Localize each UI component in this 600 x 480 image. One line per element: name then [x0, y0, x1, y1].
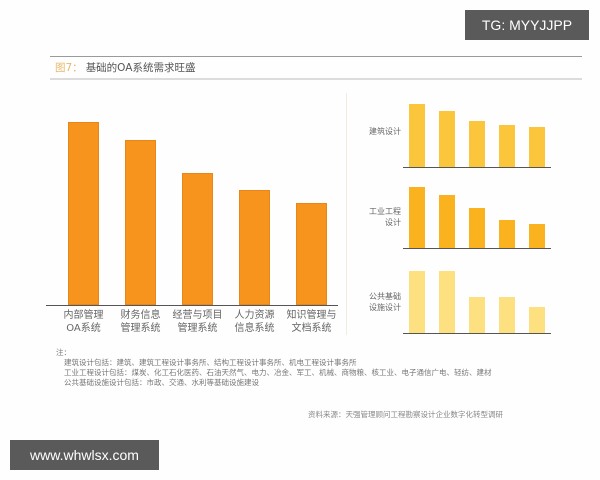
category-label: 知识管理与 文档系统 [282, 309, 342, 335]
panel-bar [529, 224, 545, 248]
panel-label-line: 公共基础 [369, 292, 401, 301]
watermark-tg: TG: MYYJJPP [465, 10, 589, 40]
watermark-site: www.whwlsx.com [10, 440, 159, 470]
panel-bar [469, 208, 485, 248]
main-bar [296, 203, 327, 305]
panel-label-line: 设计 [385, 218, 401, 227]
main-bar [68, 122, 99, 305]
panel-bar [529, 127, 545, 167]
category-label-line: 信息系统 [234, 323, 275, 334]
chart-notes: 注： 建筑设计包括：建筑、建筑工程设计事务所、结构工程设计事务所、机电工程设计事… [56, 348, 586, 388]
notes-heading: 注： [56, 348, 71, 357]
category-label-line: 经营与项目 [172, 310, 223, 321]
panel-label-line: 设施设计 [369, 303, 401, 312]
panel-bar [499, 220, 515, 248]
panel-bar [409, 104, 425, 167]
category-label: 经营与项目 管理系统 [168, 309, 228, 335]
figure-title-text: 基础的OA系统需求旺盛 [85, 62, 196, 74]
panel-bar [439, 195, 455, 248]
panel-label: 公共基础 设施设计 [346, 291, 401, 313]
category-label-line: 管理系统 [120, 323, 161, 334]
figure-title: 图7： 基础的OA系统需求旺盛 [55, 61, 195, 75]
panel-label-line: 工业工程 [369, 207, 401, 216]
panel-bar [469, 297, 485, 333]
panel-bar [439, 271, 455, 333]
top-rule [50, 56, 582, 57]
panel-bar [529, 307, 545, 333]
main-bar [239, 190, 270, 305]
figure-number: 图7： [55, 62, 83, 74]
main-chart-baseline [46, 305, 338, 306]
note-line-architecture: 建筑设计包括：建筑、建筑工程设计事务所、结构工程设计事务所、机电工程设计事务所 [64, 358, 357, 367]
category-label: 人力资源 信息系统 [225, 309, 285, 335]
panel-bar [499, 125, 515, 167]
note-line-infrastructure: 公共基础设施设计包括：市政、交通、水利等基础设施建设 [64, 378, 259, 387]
panel-bar [499, 297, 515, 333]
panel-label: 建筑设计 [346, 126, 401, 137]
category-label: 内部管理 OA系统 [54, 309, 114, 335]
panel-baseline [403, 248, 551, 249]
category-label-line: OA系统 [66, 323, 101, 334]
data-source: 资料来源：天强管理顾问工程勘察设计企业数字化转型调研 [308, 410, 503, 419]
panel-bar [469, 121, 485, 167]
panel-bar [409, 187, 425, 248]
category-label-line: 财务信息 [120, 310, 161, 321]
main-bar [182, 173, 213, 305]
category-label: 财务信息 管理系统 [111, 309, 171, 335]
title-rule [50, 78, 582, 80]
panel-divider [346, 93, 347, 335]
category-label-line: 人力资源 [234, 310, 275, 321]
note-line-industrial: 工业工程设计包括：煤炭、化工石化医药、石油天然气、电力、冶金、军工、机械、商物粮… [64, 368, 492, 377]
panel-baseline [403, 333, 551, 334]
panel-bar [409, 271, 425, 333]
category-label-line: 知识管理与 [286, 310, 337, 321]
panel-bar [439, 111, 455, 167]
panel-label-line: 建筑设计 [369, 127, 401, 136]
category-label-line: 文档系统 [291, 323, 332, 334]
panel-baseline [403, 167, 551, 168]
main-bar [125, 140, 156, 305]
category-label-line: 内部管理 [63, 310, 104, 321]
category-label-line: 管理系统 [177, 323, 218, 334]
panel-label: 工业工程设计 [346, 206, 401, 228]
